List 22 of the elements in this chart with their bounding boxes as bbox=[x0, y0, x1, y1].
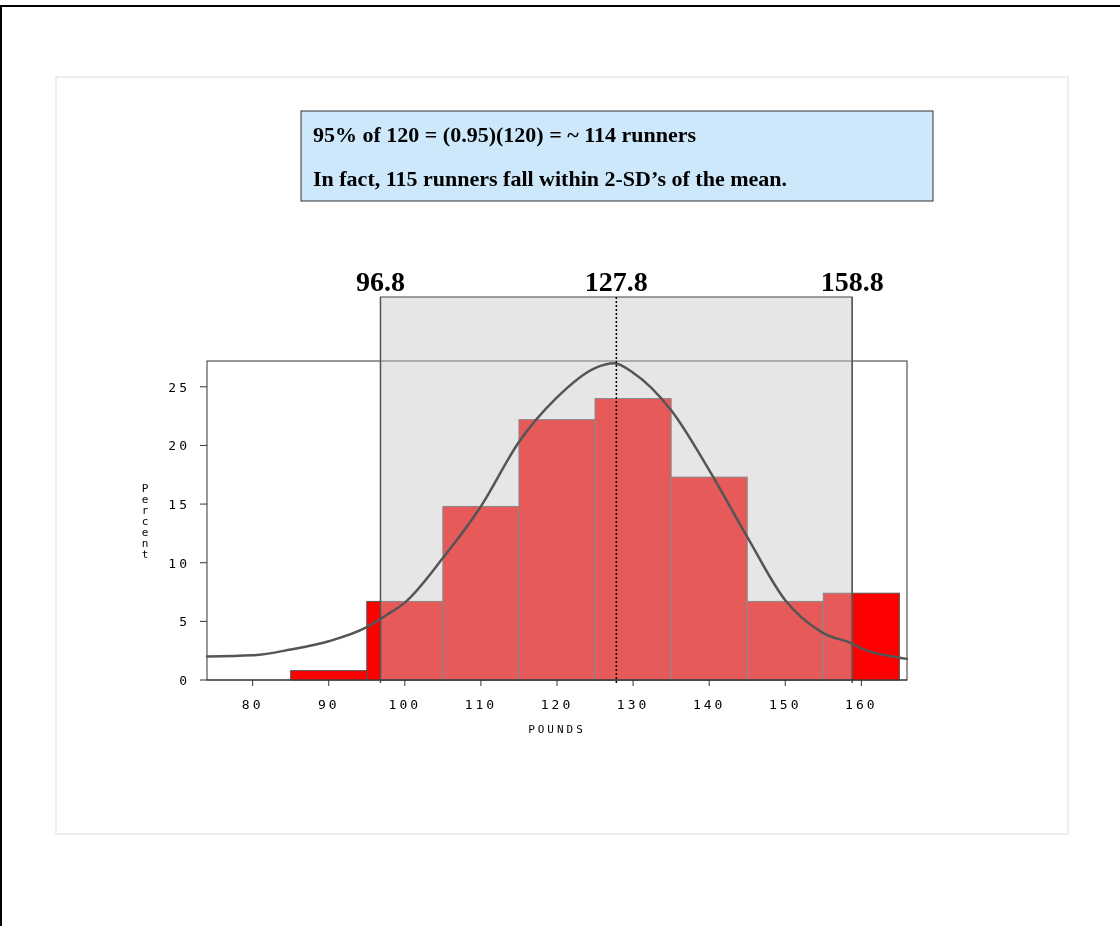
x-tick-label: 80 bbox=[241, 697, 264, 712]
x-tick-label: 130 bbox=[616, 697, 650, 712]
text: In fact, 115 runners fall within 2-SD’s of the mean. bbox=[313, 166, 788, 191]
y-tick-label: 0 bbox=[179, 673, 190, 688]
y-tick-label: 5 bbox=[179, 614, 190, 630]
y-axis-title: Percent bbox=[141, 481, 149, 561]
x-tick-label: 150 bbox=[769, 697, 802, 712]
ref-line-label: 96.8 bbox=[355, 266, 405, 297]
x-tick-label: 140 bbox=[692, 697, 726, 712]
ref-line-label: 127.8 bbox=[584, 266, 648, 297]
y-tick-label: 20 bbox=[168, 438, 190, 454]
x-tick-label: 100 bbox=[388, 697, 422, 712]
x-tick-label: 90 bbox=[317, 697, 340, 712]
x-axis-title: POUNDS bbox=[528, 723, 586, 736]
y-tick-label: 25 bbox=[168, 379, 190, 395]
ref-line-label: 158.8 bbox=[820, 266, 884, 297]
text: 95% of 120 = (0.95)(120) = ~ 114 runners bbox=[313, 122, 697, 147]
y-tick-label: 15 bbox=[168, 497, 190, 513]
x-tick-label: 160 bbox=[845, 697, 878, 712]
x-tick-label: 120 bbox=[540, 697, 574, 712]
y-tick-label: 10 bbox=[168, 555, 190, 571]
x-tick-label: 110 bbox=[464, 697, 498, 712]
